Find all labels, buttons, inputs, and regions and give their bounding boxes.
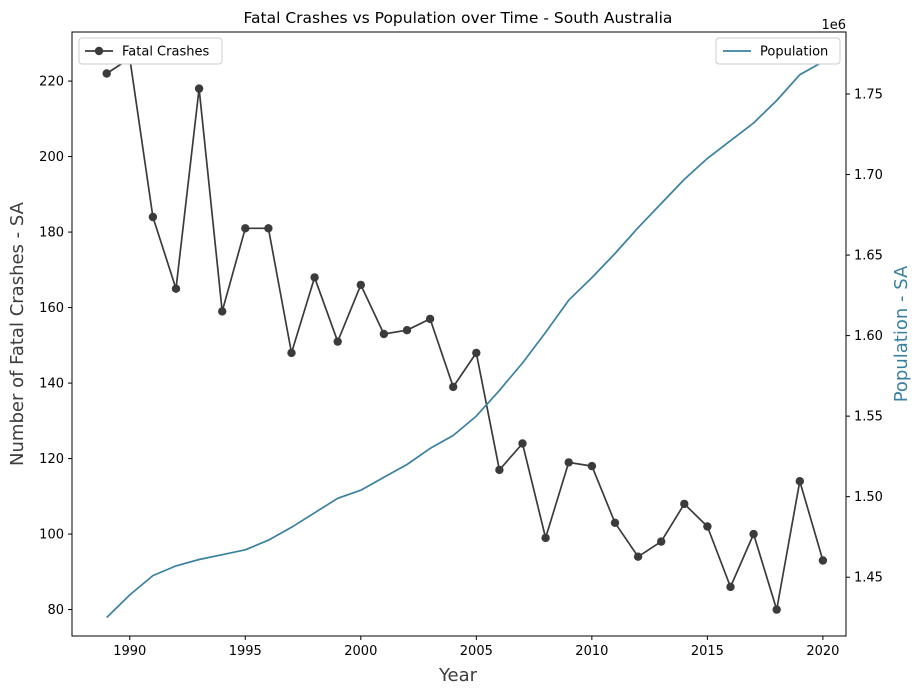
legend-marker-swatch [94, 46, 104, 56]
y-left-axis-title: Number of Fatal Crashes - SA [7, 201, 28, 466]
data-point-fatal-crashes [449, 382, 458, 392]
legend-box [715, 37, 841, 65]
data-point-fatal-crashes [379, 329, 389, 339]
y-right-axis-title: Population - SA [891, 265, 912, 402]
data-point-fatal-crashes [633, 552, 643, 561]
data-point-fatal-crashes [703, 522, 712, 531]
series-line-population [106, 61, 824, 619]
data-point-fatal-crashes [194, 84, 204, 93]
data-point-fatal-crashes [218, 307, 227, 316]
y-left-tick-label: 100 [39, 528, 64, 543]
x-axis-title: Year [438, 665, 478, 686]
y-left-tick-label: 200 [39, 150, 64, 165]
y-left-tick-label: 220 [39, 75, 64, 90]
data-point-fatal-crashes [772, 605, 781, 614]
data-point-fatal-crashes [818, 556, 828, 565]
x-tick-label: 2020 [806, 644, 839, 659]
data-point-fatal-crashes [402, 326, 412, 335]
data-point-fatal-crashes [241, 224, 250, 233]
series-line-fatal-crashes [106, 57, 824, 611]
data-point-fatal-crashes [472, 348, 481, 358]
data-point-fatal-crashes [333, 337, 342, 346]
data-point-fatal-crashes [749, 529, 758, 539]
lines-layer [102, 54, 828, 619]
y-right-offset-label: 1e6 [821, 18, 846, 33]
data-point-fatal-crashes [287, 348, 296, 358]
data-point-fatal-crashes [541, 533, 550, 543]
y-right-tick-label: 1.75 [854, 88, 883, 103]
data-point-fatal-crashes [587, 461, 597, 471]
data-point-fatal-crashes [680, 499, 689, 509]
data-point-fatal-crashes [102, 69, 111, 78]
legend-label: Population [760, 45, 828, 60]
x-tick-label: 2010 [575, 644, 608, 659]
x-tick-label: 2005 [460, 644, 493, 659]
data-point-fatal-crashes [264, 224, 273, 233]
x-tick-label: 1990 [113, 644, 146, 659]
y-left-tick-label: 180 [39, 226, 64, 241]
y-right-tick-label: 1.65 [854, 249, 883, 264]
y-right-tick-label: 1.60 [854, 329, 883, 344]
data-point-fatal-crashes [795, 477, 804, 486]
legend-box [78, 37, 223, 65]
data-point-fatal-crashes [564, 458, 573, 467]
y-left-tick-label: 80 [47, 603, 64, 618]
x-tick-label: 1995 [229, 644, 262, 659]
data-point-fatal-crashes [726, 582, 735, 592]
data-point-fatal-crashes [657, 537, 666, 546]
data-point-fatal-crashes [425, 314, 435, 324]
y-right-tick-label: 1.70 [854, 168, 883, 183]
legend-population: Population [715, 37, 841, 65]
data-point-fatal-crashes [310, 273, 319, 282]
data-point-fatal-crashes [610, 518, 620, 527]
y-left-tick-label: 160 [39, 301, 64, 316]
axes-layer: 1990 1995 2000 2005 2010 2015 2020 80 100 120 140 1… [39, 31, 883, 659]
x-tick-label: 2015 [691, 644, 724, 659]
chart-title: Fatal Crashes vs Population over Time - … [244, 9, 673, 27]
plot-frame [71, 31, 847, 637]
y-left-tick-label: 120 [39, 452, 64, 467]
legend-label: Fatal Crashes [122, 45, 209, 60]
data-point-fatal-crashes [148, 212, 158, 222]
data-point-fatal-crashes [171, 284, 181, 293]
y-right-tick-label: 1.50 [854, 490, 883, 505]
y-left-tick-label: 140 [39, 377, 64, 392]
data-point-fatal-crashes [495, 465, 504, 475]
legend-fatal-crashes: Fatal Crashes [78, 37, 223, 65]
data-point-fatal-crashes [518, 439, 527, 448]
x-tick-label: 2000 [344, 644, 377, 659]
y-right-tick-label: 1.45 [854, 571, 883, 586]
y-right-tick-label: 1.55 [854, 410, 883, 425]
data-point-fatal-crashes [356, 280, 365, 290]
